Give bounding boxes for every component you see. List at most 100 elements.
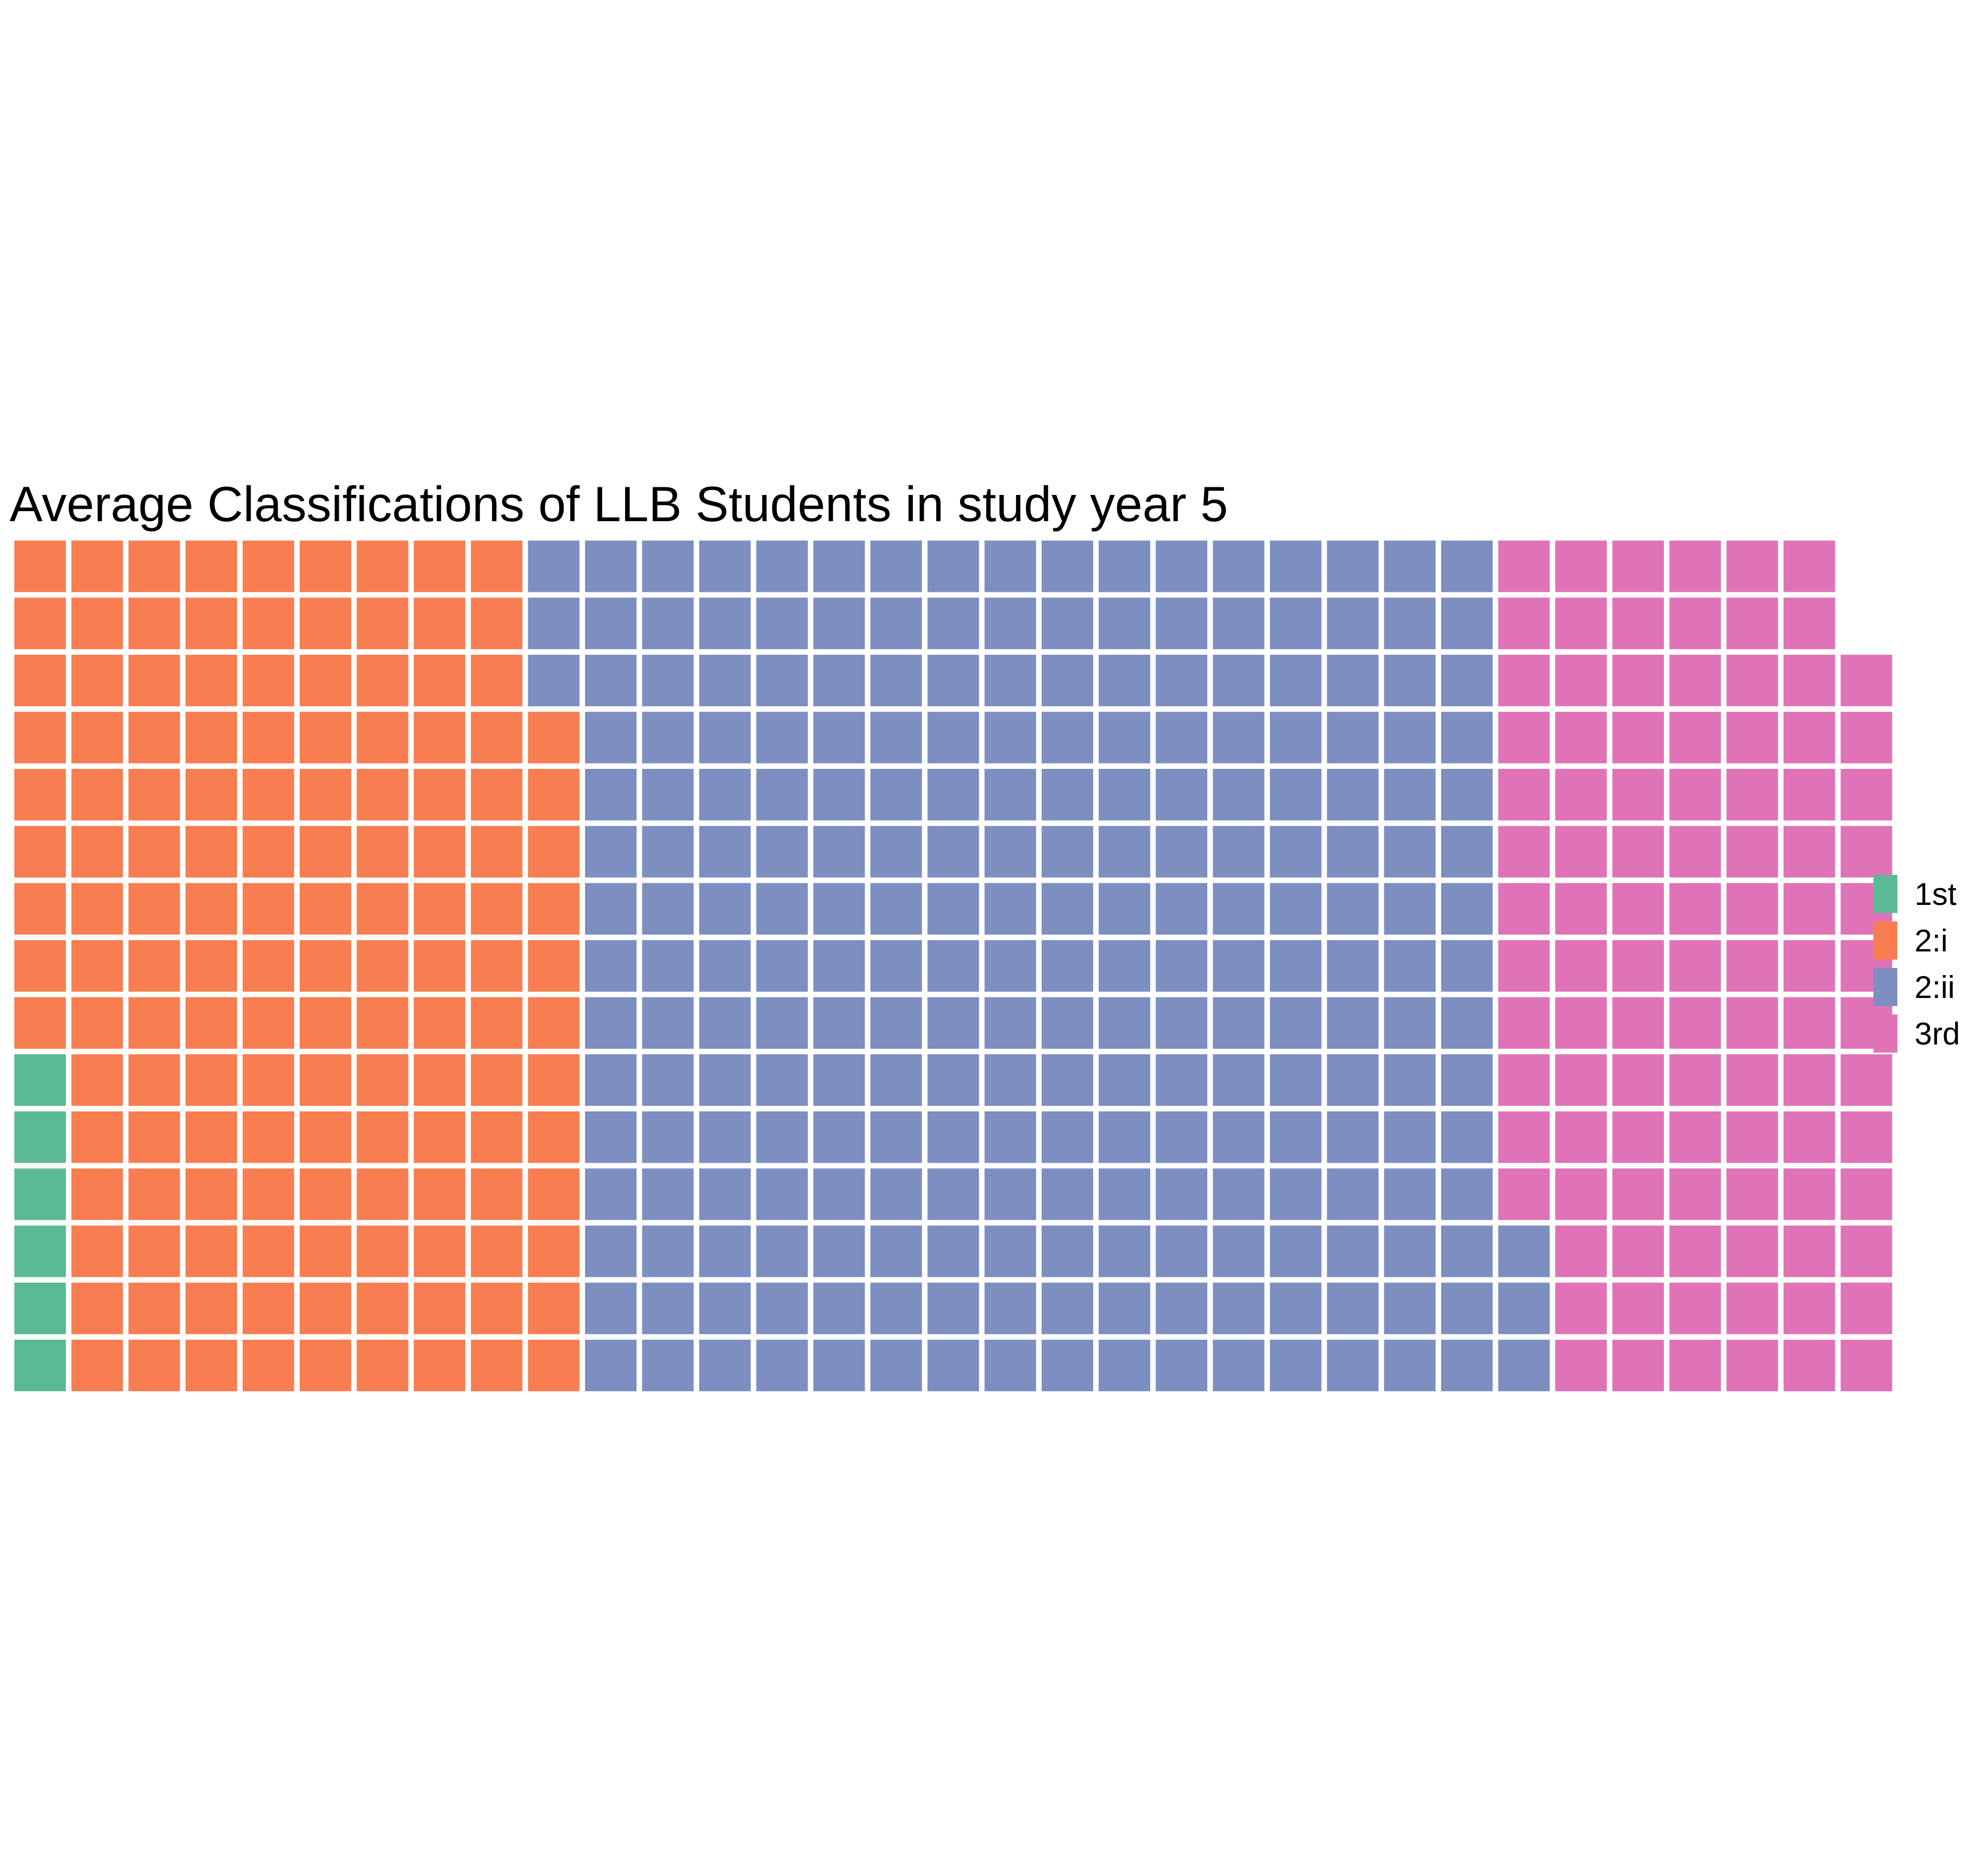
waffle-cell-2ii — [1384, 1054, 1436, 1106]
waffle-cell-2ii — [870, 769, 922, 820]
waffle-cell-3rd — [1783, 1168, 1835, 1220]
waffle-cell-2ii — [1099, 1111, 1151, 1163]
waffle-cell-2ii — [528, 654, 580, 706]
waffle-cell-2i — [528, 1225, 580, 1277]
waffle-cell-2ii — [1213, 1054, 1265, 1106]
waffle-cell-2i — [300, 1054, 351, 1106]
waffle-cell-2ii — [1270, 712, 1322, 764]
waffle-cell-2i — [356, 712, 408, 764]
waffle-cell-2ii — [1441, 826, 1493, 878]
waffle-cell-2ii — [1498, 1225, 1550, 1277]
waffle-cell-3rd — [1555, 1111, 1607, 1163]
waffle-cell-2ii — [1156, 654, 1207, 706]
waffle-cell-2ii — [699, 654, 751, 706]
waffle-cell-2i — [471, 769, 523, 820]
waffle-cell-3rd — [1783, 1340, 1835, 1391]
waffle-cell-1st — [14, 1111, 66, 1163]
waffle-cell-2ii — [1156, 540, 1207, 592]
waffle-cell-3rd — [1555, 1168, 1607, 1220]
waffle-cell-2ii — [756, 1111, 808, 1163]
waffle-cell-2ii — [1498, 1340, 1550, 1391]
waffle-cell-2ii — [1270, 1054, 1322, 1106]
waffle-cell-2ii — [1041, 940, 1093, 992]
waffle-cell-2i — [528, 1168, 580, 1220]
legend-label-3rd: 3rd — [1915, 1016, 1960, 1051]
waffle-cell-2i — [71, 769, 123, 820]
waffle-cell-2ii — [756, 883, 808, 935]
waffle-cell-2ii — [642, 654, 694, 706]
waffle-cell-3rd — [1726, 883, 1778, 935]
waffle-cell-2i — [471, 1168, 523, 1220]
waffle-cell-2i — [242, 1282, 294, 1334]
waffle-cell-2i — [414, 1168, 466, 1220]
waffle-cell-2i — [300, 540, 351, 592]
waffle-cell-2i — [414, 1225, 466, 1277]
waffle-cell-2i — [356, 1111, 408, 1163]
waffle-cell-2ii — [1213, 540, 1265, 592]
waffle-cell-3rd — [1783, 940, 1835, 992]
waffle-cell-2ii — [1441, 1054, 1493, 1106]
waffle-cell-2i — [471, 1225, 523, 1277]
waffle-cell-2ii — [1384, 1340, 1436, 1391]
waffle-cell-2i — [471, 540, 523, 592]
waffle-cell-2ii — [585, 769, 637, 820]
waffle-cell-2ii — [585, 940, 637, 992]
waffle-cell-2ii — [1327, 826, 1379, 878]
waffle-cell-2ii — [927, 712, 979, 764]
waffle-cell-3rd — [1669, 1168, 1721, 1220]
waffle-cell-2ii — [1327, 997, 1379, 1049]
waffle-cell-2i — [128, 712, 180, 764]
waffle-cell-2ii — [984, 712, 1036, 764]
waffle-cell-3rd — [1669, 883, 1721, 935]
waffle-cell-2ii — [813, 1340, 865, 1391]
waffle-cell-2ii — [1041, 598, 1093, 650]
waffle-cell-2ii — [1156, 769, 1207, 820]
waffle-cell-2ii — [756, 1340, 808, 1391]
waffle-cell-2ii — [984, 997, 1036, 1049]
waffle-cell-3rd — [1555, 1282, 1607, 1334]
waffle-cell-2ii — [1270, 1111, 1322, 1163]
waffle-cell-3rd — [1841, 712, 1893, 764]
waffle-cell-2ii — [1327, 654, 1379, 706]
waffle-cell-3rd — [1555, 769, 1607, 820]
waffle-cell-2ii — [1384, 598, 1436, 650]
waffle-cell-2i — [185, 769, 237, 820]
waffle-cell-2i — [71, 940, 123, 992]
waffle-cell-2ii — [813, 769, 865, 820]
waffle-cell-2i — [128, 1282, 180, 1334]
waffle-cell-2ii — [1099, 1340, 1151, 1391]
waffle-cell-3rd — [1669, 712, 1721, 764]
waffle-cell-2ii — [1041, 997, 1093, 1049]
waffle-cell-2i — [71, 1054, 123, 1106]
waffle-cell-2ii — [1099, 769, 1151, 820]
waffle-cell-2ii — [1441, 940, 1493, 992]
waffle-cell-2i — [414, 598, 466, 650]
waffle-cell-2ii — [1327, 712, 1379, 764]
waffle-cell-2i — [14, 540, 66, 592]
waffle-cell-2i — [471, 1111, 523, 1163]
waffle-cell-2ii — [1327, 1282, 1379, 1334]
waffle-cell-2ii — [984, 940, 1036, 992]
waffle-cell-2ii — [870, 1340, 922, 1391]
waffle-cell-3rd — [1726, 769, 1778, 820]
waffle-cell-3rd — [1612, 826, 1664, 878]
waffle-cell-2i — [14, 997, 66, 1049]
waffle-cell-2ii — [813, 1225, 865, 1277]
waffle-cell-2ii — [1099, 940, 1151, 992]
waffle-cell-2ii — [1041, 1111, 1093, 1163]
waffle-cell-2ii — [870, 712, 922, 764]
waffle-cell-2ii — [870, 1111, 922, 1163]
waffle-cell-2ii — [927, 1225, 979, 1277]
waffle-cell-2ii — [813, 1111, 865, 1163]
waffle-cell-3rd — [1498, 769, 1550, 820]
waffle-cell-3rd — [1841, 1340, 1893, 1391]
waffle-cell-2ii — [699, 540, 751, 592]
waffle-cell-2ii — [699, 940, 751, 992]
waffle-cell-2i — [356, 1340, 408, 1391]
waffle-cell-2ii — [528, 598, 580, 650]
waffle-cell-3rd — [1612, 883, 1664, 935]
waffle-cell-2ii — [1270, 1340, 1322, 1391]
waffle-cell-2i — [471, 1054, 523, 1106]
waffle-cell-3rd — [1841, 654, 1893, 706]
